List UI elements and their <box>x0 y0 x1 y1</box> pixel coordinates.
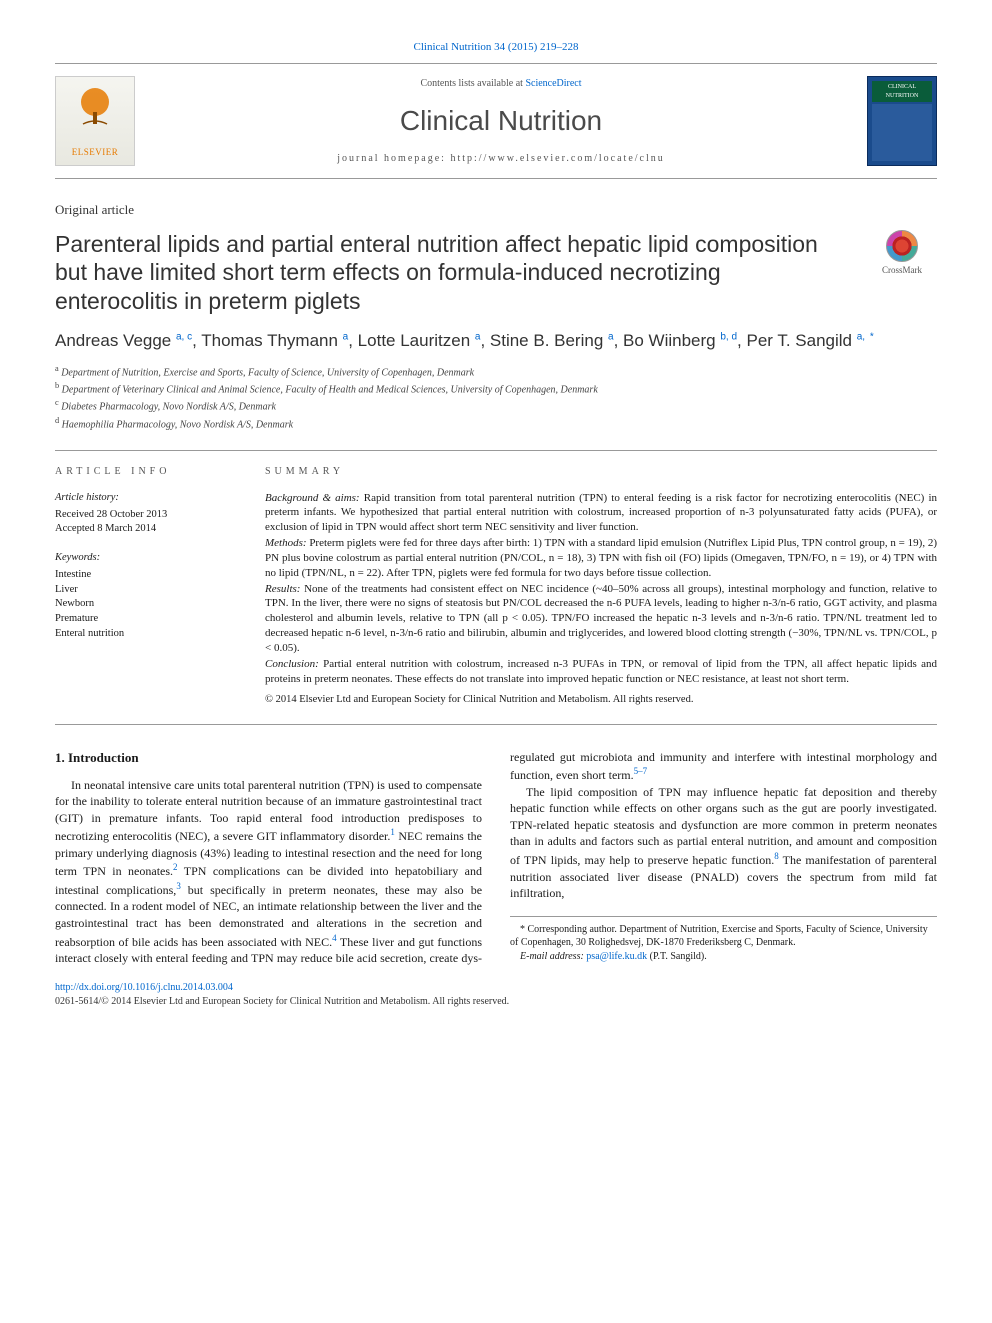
cover-body <box>872 104 932 161</box>
journal-cover-thumbnail[interactable]: CLINICAL NUTRITION <box>867 76 937 166</box>
background-label: Background & aims: <box>265 492 360 504</box>
article-type: Original article <box>55 201 937 219</box>
email-label: E-mail address: <box>520 951 586 962</box>
correspondence-footnote: * Corresponding author. Department of Nu… <box>510 916 937 964</box>
citation-line: Clinical Nutrition 34 (2015) 219–228 <box>55 40 937 55</box>
history-label: Article history: <box>55 491 235 506</box>
keyword: Enteral nutrition <box>55 627 235 642</box>
journal-title: Clinical Nutrition <box>135 101 867 140</box>
cover-title: CLINICAL NUTRITION <box>872 81 932 102</box>
accepted-date: Accepted 8 March 2014 <box>55 522 235 537</box>
conclusion-text: Partial enteral nutrition with colostrum… <box>265 658 937 685</box>
homepage-url[interactable]: http://www.elsevier.com/locate/clnu <box>450 153 664 164</box>
background-text: Rapid transition from total parenteral n… <box>265 492 937 534</box>
article-info-heading: ARTICLE INFO <box>55 465 235 479</box>
doi-link[interactable]: http://dx.doi.org/10.1016/j.clnu.2014.03… <box>55 982 233 993</box>
keyword: Premature <box>55 612 235 627</box>
affiliations: a Department of Nutrition, Exercise and … <box>55 363 937 432</box>
corresponding-email[interactable]: psa@life.ku.dk <box>586 951 647 962</box>
crossmark-label: CrossMark <box>882 264 922 277</box>
intro-heading: 1. Introduction <box>55 749 482 767</box>
footer-copyright: 0261-5614/© 2014 Elsevier Ltd and Europe… <box>55 996 509 1007</box>
keyword: Liver <box>55 583 235 598</box>
sciencedirect-link[interactable]: ScienceDirect <box>525 78 581 89</box>
journal-homepage: journal homepage: http://www.elsevier.co… <box>135 152 867 166</box>
contents-available: Contents lists available at ScienceDirec… <box>135 77 867 91</box>
article-title: Parenteral lipids and partial enteral nu… <box>55 230 847 316</box>
elsevier-text: ELSEVIER <box>72 146 119 159</box>
page-footer: http://dx.doi.org/10.1016/j.clnu.2014.03… <box>55 981 937 1009</box>
intro-para-2: The lipid composition of TPN may influen… <box>510 784 937 902</box>
citation-link[interactable]: Clinical Nutrition 34 (2015) 219–228 <box>414 41 579 53</box>
abstract-copyright: © 2014 Elsevier Ltd and European Society… <box>265 693 937 707</box>
keyword: Intestine <box>55 568 235 583</box>
crossmark-icon <box>886 230 918 262</box>
results-text: None of the treatments had consistent ef… <box>265 583 937 654</box>
elsevier-logo[interactable]: ELSEVIER <box>55 76 135 166</box>
keyword: Newborn <box>55 597 235 612</box>
crossmark-badge[interactable]: CrossMark <box>867 230 937 277</box>
journal-header: ELSEVIER Contents lists available at Sci… <box>55 63 937 179</box>
keywords-label: Keywords: <box>55 551 235 566</box>
ref-5-7[interactable]: 5–7 <box>634 766 648 776</box>
methods-text: Preterm piglets were fed for three days … <box>265 537 937 579</box>
received-date: Received 28 October 2013 <box>55 508 235 523</box>
body-text: 1. Introduction In neonatal intensive ca… <box>55 749 937 967</box>
authors-list: Andreas Vegge a, c, Thomas Thymann a, Lo… <box>55 330 937 353</box>
conclusion-label: Conclusion: <box>265 658 319 670</box>
methods-label: Methods: <box>265 537 307 549</box>
elsevier-tree-icon <box>73 84 117 145</box>
results-label: Results: <box>265 583 300 595</box>
summary-abstract: SUMMARY Background & aims: Rapid transit… <box>265 465 937 708</box>
summary-heading: SUMMARY <box>265 465 937 479</box>
article-info-sidebar: ARTICLE INFO Article history: Received 2… <box>55 465 235 708</box>
